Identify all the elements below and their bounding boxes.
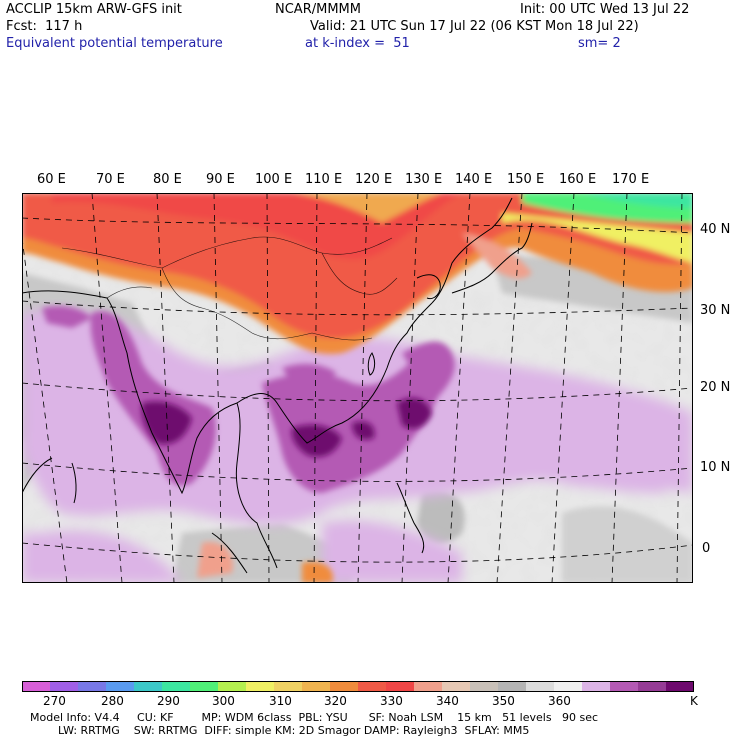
lat-label: 40 N: [700, 222, 731, 237]
colorbar-swatch: [442, 681, 471, 692]
colorbar-swatch: [22, 681, 51, 692]
colorbar: [22, 681, 694, 692]
lon-label: 140 E: [455, 172, 493, 187]
longitude-labels: 60 E 70 E 80 E 90 E 100 E 110 E 120 E 13…: [0, 172, 740, 188]
smoothing-label: sm= 2: [578, 36, 621, 51]
model-info-line2: LW: RRTMG SW: RRTMG DIFF: simple KM: 2D …: [30, 724, 530, 737]
lon-label: 170 E: [612, 172, 650, 187]
colorbar-swatch: [666, 681, 694, 692]
map-frame: [22, 193, 693, 583]
colorbar-swatch: [218, 681, 247, 692]
lon-label: 120 E: [355, 172, 393, 187]
colorbar-label: 290: [157, 694, 180, 708]
colorbar-swatch: [302, 681, 331, 692]
colorbar-swatch: [470, 681, 499, 692]
colorbar-swatch: [414, 681, 443, 692]
colorbar-label: 270: [43, 694, 66, 708]
valid-time: Valid: 21 UTC Sun 17 Jul 22 (06 KST Mon …: [310, 19, 639, 34]
lat-label: 20 N: [700, 380, 731, 395]
colorbar-label: 320: [324, 694, 347, 708]
lon-label: 150 E: [507, 172, 545, 187]
colorbar-swatch: [134, 681, 163, 692]
org-label: NCAR/MMMM: [275, 2, 361, 17]
colorbar-swatch: [106, 681, 135, 692]
colorbar-swatch: [246, 681, 275, 692]
colorbar-label: 360: [548, 694, 571, 708]
dark-purple-cores: [141, 397, 432, 458]
colorbar-swatch: [358, 681, 387, 692]
grid-lines: [22, 193, 693, 583]
borders: [61, 236, 398, 341]
colorbar-label: 280: [101, 694, 124, 708]
lon-label: 90 E: [206, 172, 235, 187]
colorbar-swatch: [190, 681, 219, 692]
colorbar-swatch: [582, 681, 611, 692]
colorbar-swatch: [386, 681, 415, 692]
colorbar-swatch: [526, 681, 555, 692]
forecast-hour: Fcst: 117 h: [6, 19, 83, 34]
colorbar-swatch: [638, 681, 667, 692]
lat-label: 10 N: [700, 460, 731, 475]
colorbar-swatch: [78, 681, 107, 692]
lon-label: 160 E: [559, 172, 597, 187]
lon-label: 60 E: [37, 172, 66, 187]
colorbar-swatch: [50, 681, 79, 692]
colorbar-swatch: [610, 681, 639, 692]
colorbar-swatch: [498, 681, 527, 692]
colorbar-label: 340: [436, 694, 459, 708]
lat-label: 30 N: [700, 303, 731, 318]
init-time: Init: 00 UTC Wed 13 Jul 22: [520, 2, 690, 17]
colorbar-label: 310: [269, 694, 292, 708]
lon-label: 100 E: [255, 172, 293, 187]
colorbar-swatch: [274, 681, 303, 692]
colorbar-label: 300: [212, 694, 235, 708]
colorbar-unit: K: [690, 694, 698, 708]
south-warm-patches: [197, 542, 333, 583]
colorbar-label: 350: [492, 694, 515, 708]
colorbar-frame: [22, 681, 694, 692]
purple-regions: [42, 306, 455, 493]
lon-label: 130 E: [405, 172, 443, 187]
lon-label: 110 E: [305, 172, 343, 187]
coastlines: [22, 197, 533, 574]
level-label: at k-index = 51: [305, 36, 410, 51]
lat-label: 0: [702, 541, 711, 556]
theta-e-map: [22, 193, 693, 583]
model-info-line1: Model Info: V4.4 CU: KF MP: WDM 6class P…: [30, 711, 599, 724]
lon-label: 80 E: [153, 172, 182, 187]
field-name: Equivalent potential temperature: [6, 36, 223, 51]
lon-label: 70 E: [96, 172, 125, 187]
colorbar-swatch: [330, 681, 359, 692]
model-title: ACCLIP 15km ARW-GFS init: [6, 2, 182, 17]
colorbar-swatch: [162, 681, 191, 692]
colorbar-swatch: [554, 681, 583, 692]
colorbar-label: 330: [380, 694, 403, 708]
